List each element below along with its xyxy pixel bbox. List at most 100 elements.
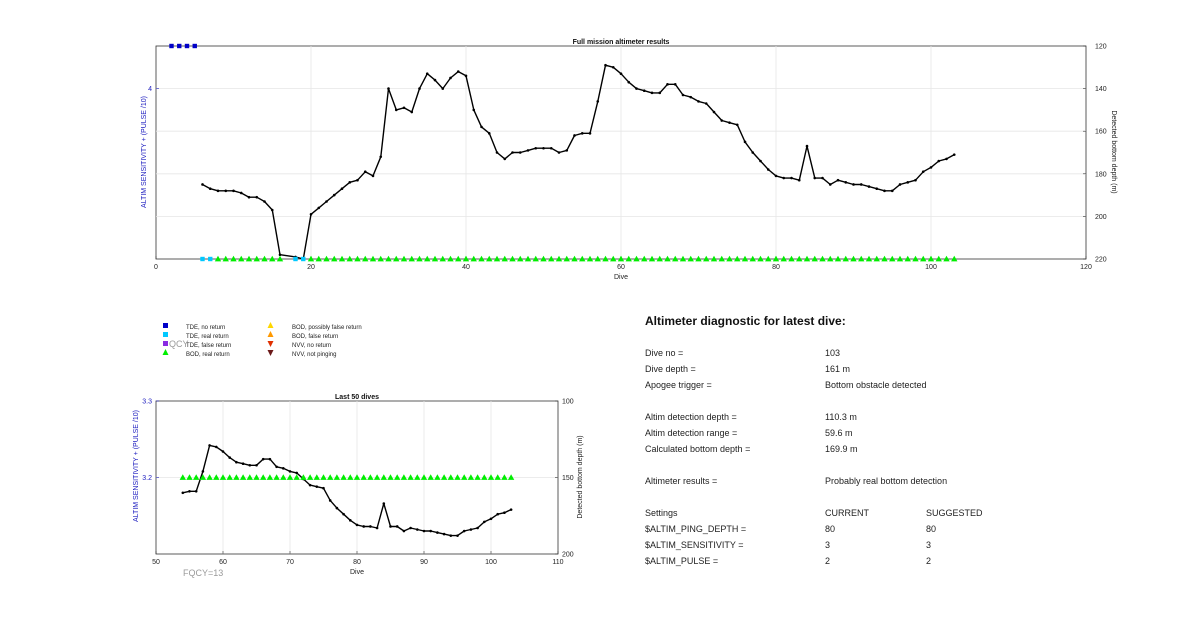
chart1-depth-point <box>309 212 313 216</box>
chart1-marker-bod-real-return <box>935 255 942 262</box>
chart2-depth-point <box>255 463 258 467</box>
chart1-depth-point <box>604 63 607 67</box>
chart1-depth-point <box>340 187 344 191</box>
det-range-value: 59.6 m <box>825 428 853 438</box>
chart1-marker-bod-real-return <box>718 255 725 262</box>
chart2-x-tick-label: 100 <box>485 559 497 566</box>
chart1-depth-point <box>542 146 545 150</box>
chart-last-50-dives: 50 60 70 80 90 100 110 100 150 200 3.3 3.2 Last 5… <box>133 394 584 578</box>
chart1-depth-point <box>487 132 491 135</box>
chart2-marker-bod-real-return <box>387 474 394 480</box>
chart1-marker-bod-real-return <box>912 255 919 262</box>
chart1-marker-bod-real-return <box>563 255 570 262</box>
legend-item-nvv-not-pinging: NVV, not pinging <box>267 350 336 358</box>
chart2-depth-point <box>208 444 211 447</box>
chart1-depth-point <box>526 149 530 152</box>
legend-item-bod-false-return: BOD, false return <box>267 331 338 340</box>
chart1-depth-point <box>511 151 514 154</box>
chart2-depth-point <box>375 526 379 530</box>
legend-nvv-not-pinging-label: NVV, not pinging <box>292 352 336 358</box>
chart2-depth-point <box>402 529 406 533</box>
chart2-right-y-ticks: 100 150 200 <box>555 399 574 559</box>
chart2-marker-bod-real-return <box>286 474 294 480</box>
chart1-marker-bod-real-return <box>695 255 702 262</box>
chart1-marker-bod-real-return <box>834 255 842 262</box>
chart2-marker-bod-real-return <box>467 474 475 480</box>
chart1-depth-point <box>503 157 507 161</box>
chart1-right-y-tick-label: 180 <box>1095 171 1107 178</box>
chart1-marker-bod-real-return <box>811 255 818 262</box>
sensitivity-current: 3 <box>825 540 831 550</box>
chart2-depth-point <box>389 525 392 528</box>
chart2-depth-point <box>235 460 238 464</box>
chart1-depth-point <box>759 159 762 163</box>
chart2-depth-point <box>308 483 312 487</box>
chart1-x-tick-label: 20 <box>307 264 315 271</box>
chart2-marker-bod-real-return <box>447 474 454 480</box>
chart1-x-label: Dive <box>614 274 628 281</box>
chart2-depth-point <box>509 508 513 511</box>
chart1-marker-bod-real-return <box>269 255 276 262</box>
chart1-marker-bod-real-return <box>354 255 361 262</box>
chart1-left-y-label: ALTIM SENSITIVITY + (PULSE /10) <box>141 96 148 208</box>
chart2-x-tick-label: 90 <box>420 559 428 566</box>
chart1-marker-bod-real-return <box>772 255 780 262</box>
chart1-right-y-tick-label: 220 <box>1095 257 1107 264</box>
chart1-right-y-label: Detected bottom depth (m) <box>1110 110 1117 193</box>
chart1-marker-bod-real-return <box>703 255 710 262</box>
chart1-marker-bod-real-return <box>858 255 865 262</box>
chart1-marker-bod-real-return <box>579 255 586 262</box>
chart2-depth-point <box>282 467 285 470</box>
chart2-depth-point <box>241 462 245 466</box>
chart2-annotation: FQCY=13 <box>183 568 223 578</box>
chart2-marker-bod-real-return <box>394 474 401 480</box>
chart2-marker-bod-real-return <box>327 474 334 480</box>
chart1-marker-bod-real-return <box>478 255 485 262</box>
chart2-marker-bod-real-return <box>434 474 441 480</box>
chart1-marker-bod-real-return <box>710 255 718 262</box>
chart1-depth-point <box>611 66 615 69</box>
chart2-marker-bod-real-return <box>233 474 240 480</box>
det-depth-value: 110.3 m <box>825 412 857 422</box>
chart1-marker-bod-real-return <box>873 255 880 262</box>
chart1-marker-bod-real-return <box>307 255 315 262</box>
pulse-current: 2 <box>825 556 831 566</box>
chart1-marker-bod-real-return <box>633 255 640 262</box>
legend-item-nvv-no-return: NVV, no return <box>267 341 331 349</box>
chart1-marker-bod-real-return <box>896 255 904 262</box>
chart1-marker-bod-real-return <box>951 255 958 262</box>
chart1-marker-bod-real-return <box>881 255 888 262</box>
chart1-depth-point <box>480 125 483 129</box>
chart1-marker-bod-real-return <box>253 255 260 262</box>
chart1-depth-point <box>751 151 755 154</box>
chart1-marker-bod-real-return <box>734 255 741 262</box>
chart2-depth-point <box>335 506 339 510</box>
apogee-label: Apogee trigger = <box>645 380 712 390</box>
chart1-depth-point <box>425 72 429 75</box>
chart2-marker-bod-real-return <box>246 474 253 480</box>
dive-no-value: 103 <box>825 348 841 358</box>
chart1-marker-bod-real-return <box>555 255 563 262</box>
chart1-markers <box>169 43 958 262</box>
chart2-x-tick-label: 110 <box>552 559 563 566</box>
chart2-depth-point <box>349 519 352 522</box>
chart1-depth-point <box>596 100 600 103</box>
sensitivity-suggested: 3 <box>926 540 932 550</box>
chart1-marker-bod-real-return <box>617 255 625 262</box>
chart1-marker-bod-real-return <box>493 255 501 262</box>
chart1-marker-bod-real-return <box>532 255 539 262</box>
chart1-depth-point <box>952 153 956 156</box>
chart1-left-y-ticks: 4 <box>148 86 159 93</box>
chart1-depth-point <box>332 193 336 197</box>
chart2-left-y-label: ALTIM SENSITIVITY + (PULSE /10) <box>133 410 140 522</box>
chart2-depth-point <box>275 465 278 469</box>
chart2-marker-bod-real-return <box>193 474 200 480</box>
chart2-depth-point <box>194 489 198 493</box>
chart1-marker-bod-real-return <box>214 255 222 262</box>
legend-nvv-no-return-label: NVV, no return <box>292 343 331 349</box>
chart2-depth-point <box>483 520 486 524</box>
chart2-depth-point <box>362 525 366 528</box>
chart2-depth-point <box>369 525 372 528</box>
chart2-depth-point <box>442 532 446 536</box>
